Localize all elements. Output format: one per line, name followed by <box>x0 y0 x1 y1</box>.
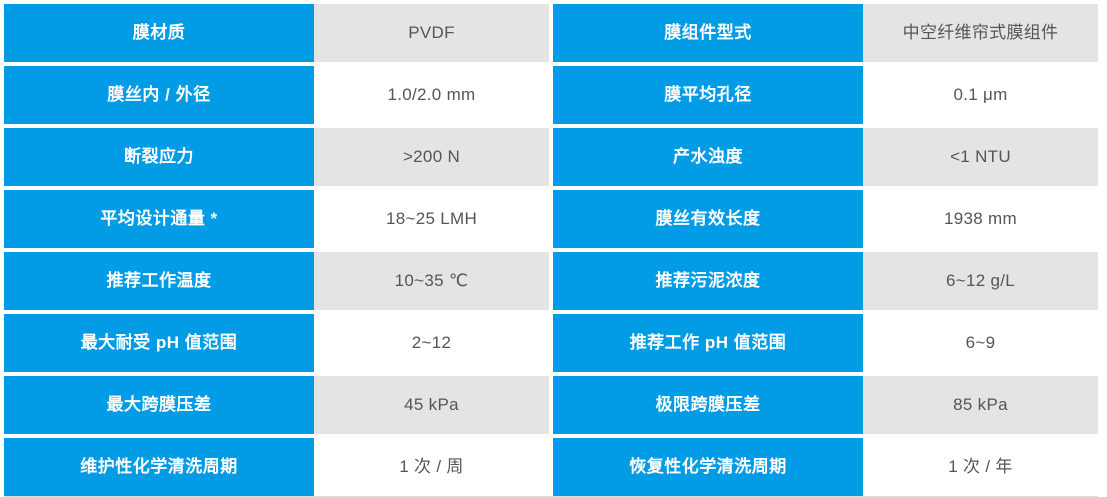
spec-label-left: 断裂应力 <box>4 128 314 186</box>
spec-label-left: 最大耐受 pH 值范围 <box>4 314 314 372</box>
spec-label-right: 膜平均孔径 <box>553 66 863 124</box>
spec-label-left: 平均设计通量 * <box>4 190 314 248</box>
spec-label-left: 推荐工作温度 <box>4 252 314 310</box>
spec-value-right: 6~9 <box>863 314 1098 372</box>
spec-value-left: 18~25 LMH <box>314 190 549 248</box>
table-row: 平均设计通量 * 18~25 LMH 膜丝有效长度 1938 mm <box>4 190 1098 248</box>
table-row: 推荐工作温度 10~35 ℃ 推荐污泥浓度 6~12 g/L <box>4 252 1098 310</box>
spec-value-right: 中空纤维帘式膜组件 <box>863 4 1098 62</box>
spec-value-right: 85 kPa <box>863 376 1098 434</box>
table-row: 断裂应力 >200 N 产水浊度 <1 NTU <box>4 128 1098 186</box>
spec-label-right: 膜丝有效长度 <box>553 190 863 248</box>
spec-label-left: 最大跨膜压差 <box>4 376 314 434</box>
spec-value-right: 1938 mm <box>863 190 1098 248</box>
spec-value-left: 45 kPa <box>314 376 549 434</box>
spec-label-left: 膜材质 <box>4 4 314 62</box>
spec-label-right: 产水浊度 <box>553 128 863 186</box>
spec-label-right: 恢复性化学清洗周期 <box>553 438 863 496</box>
spec-value-right: 6~12 g/L <box>863 252 1098 310</box>
spec-label-left: 膜丝内 / 外径 <box>4 66 314 124</box>
spec-value-left: PVDF <box>314 4 549 62</box>
spec-value-left: >200 N <box>314 128 549 186</box>
table-row: 最大跨膜压差 45 kPa 极限跨膜压差 85 kPa <box>4 376 1098 434</box>
spec-value-right: <1 NTU <box>863 128 1098 186</box>
table-row: 膜材质 PVDF 膜组件型式 中空纤维帘式膜组件 <box>4 4 1098 62</box>
spec-value-left: 10~35 ℃ <box>314 252 549 310</box>
spec-value-right: 0.1 μm <box>863 66 1098 124</box>
spec-label-right: 极限跨膜压差 <box>553 376 863 434</box>
spec-label-left: 维护性化学清洗周期 <box>4 438 314 496</box>
spec-label-right: 推荐工作 pH 值范围 <box>553 314 863 372</box>
spec-label-right: 膜组件型式 <box>553 4 863 62</box>
spec-label-right: 推荐污泥浓度 <box>553 252 863 310</box>
spec-value-left: 2~12 <box>314 314 549 372</box>
spec-value-left: 1 次 / 周 <box>314 438 549 496</box>
spec-value-left: 1.0/2.0 mm <box>314 66 549 124</box>
table-row: 膜丝内 / 外径 1.0/2.0 mm 膜平均孔径 0.1 μm <box>4 66 1098 124</box>
table-row: 最大耐受 pH 值范围 2~12 推荐工作 pH 值范围 6~9 <box>4 314 1098 372</box>
spec-value-right: 1 次 / 年 <box>863 438 1098 496</box>
table-row: 维护性化学清洗周期 1 次 / 周恢复性化学清洗周期 1 次 / 年 <box>4 438 1098 497</box>
